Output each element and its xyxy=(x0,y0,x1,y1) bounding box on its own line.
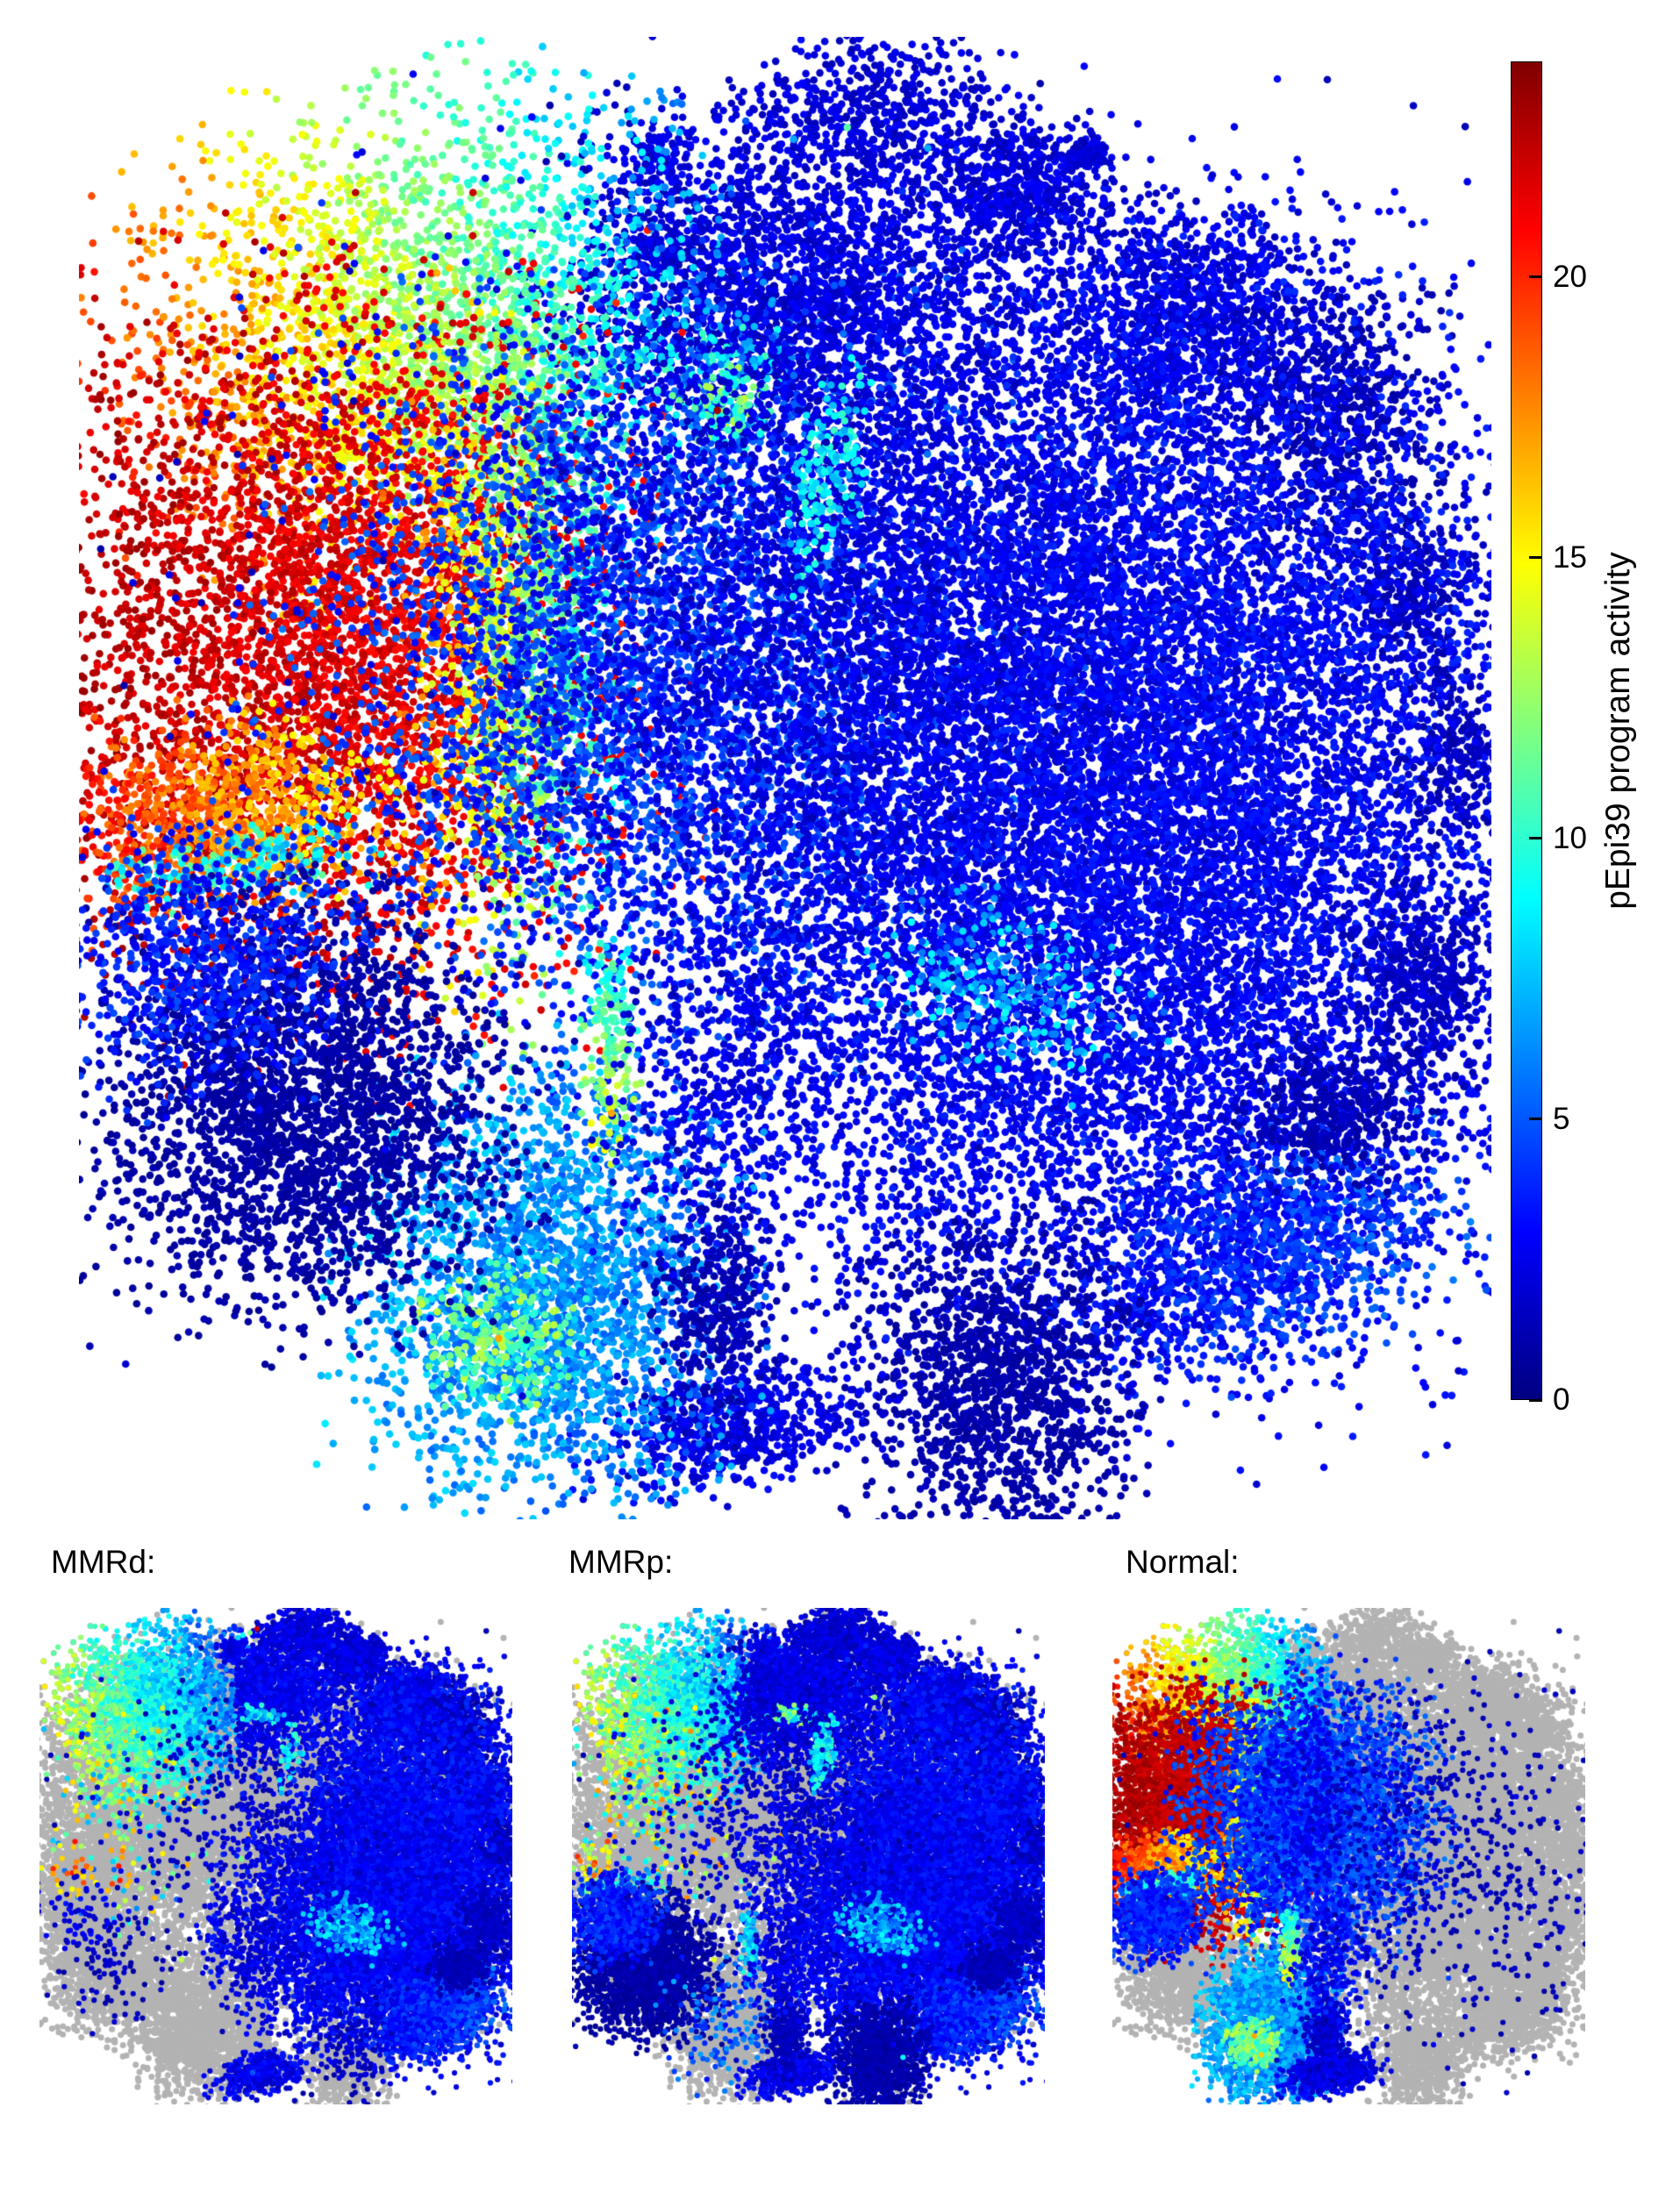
colorbar-tick-mark xyxy=(1529,275,1542,279)
mmrd-embedding-canvas xyxy=(39,1608,512,2104)
colorbar-tick-mark xyxy=(1529,1398,1542,1402)
colorbar-tick-mark xyxy=(1529,1118,1542,1121)
colorbar-tick-label: 5 xyxy=(1553,1101,1570,1136)
panel-label-mmrd: MMRd: xyxy=(51,1544,156,1580)
colorbar-gradient xyxy=(1511,61,1542,1400)
colorbar-tick-label: 20 xyxy=(1553,259,1587,294)
colorbar-tick-mark xyxy=(1529,837,1542,840)
normal-embedding-canvas xyxy=(1112,1608,1585,2104)
mmrp-embedding-canvas xyxy=(572,1608,1045,2104)
colorbar-axis-label: pEpi39 program activity xyxy=(1599,552,1637,910)
colorbar-tick-label: 15 xyxy=(1553,539,1587,575)
colorbar: 20 15 10 5 0 xyxy=(1511,61,1587,1417)
colorbar-tick-mark xyxy=(1529,556,1542,560)
colorbar-tick-label: 10 xyxy=(1553,820,1587,855)
main-embedding-canvas xyxy=(79,37,1491,1519)
panel-label-normal: Normal: xyxy=(1126,1544,1240,1580)
panel-label-mmrp: MMRp: xyxy=(568,1544,674,1580)
colorbar-tick-label: 0 xyxy=(1553,1382,1570,1417)
